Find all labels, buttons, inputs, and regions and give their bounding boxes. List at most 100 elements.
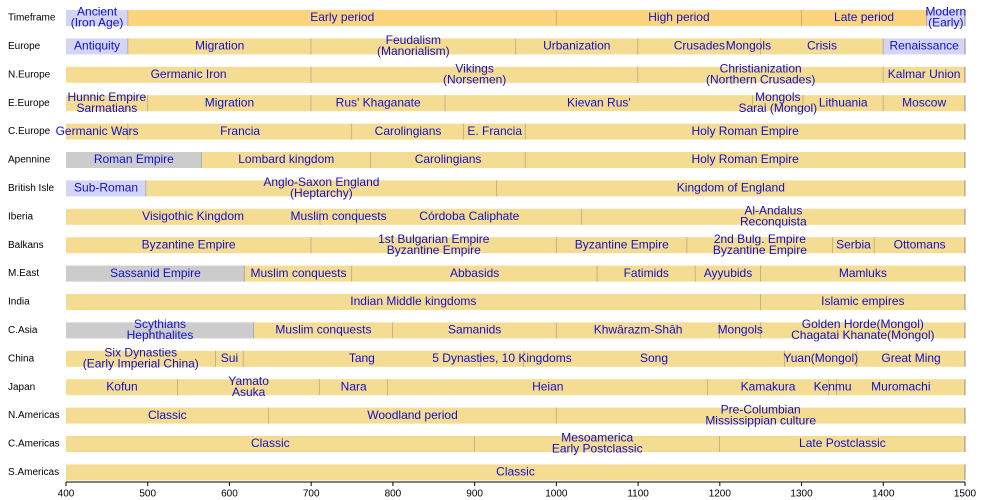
segment [128, 38, 312, 55]
segment-label: Tang [349, 351, 375, 365]
segment-label: Migration [205, 95, 254, 109]
segment [66, 95, 148, 112]
segment [66, 66, 312, 83]
segment-label: (Iron Age) [71, 16, 124, 30]
segment [926, 10, 965, 26]
segment [445, 95, 753, 112]
segment [253, 322, 393, 339]
row-label: C.Asia [8, 325, 38, 336]
segment-label: Migration [195, 39, 244, 53]
segment-label: Kievan Rus' [567, 95, 631, 109]
segment [523, 350, 785, 367]
segment-label: Feudalism [386, 33, 441, 47]
segment-label: Hunnic Empire [68, 90, 147, 104]
segment [352, 265, 598, 282]
segment [243, 350, 481, 367]
segment [66, 237, 312, 254]
segment [66, 265, 245, 282]
segment [736, 38, 761, 55]
segment-label: Christianization [720, 61, 802, 75]
segment-label: Carolingians [375, 124, 442, 138]
segment [388, 379, 708, 396]
x-tick-label: 1400 [872, 489, 895, 500]
segment [883, 66, 965, 83]
segment [66, 180, 147, 197]
segment-label: Vikings [455, 61, 493, 75]
x-tick-label: 1200 [709, 489, 732, 500]
row-label: Europe [8, 41, 41, 52]
row-label: Japan [8, 382, 35, 393]
segment-label: Late Postclassic [799, 436, 886, 450]
segment [66, 294, 761, 310]
segment-label: Modern [925, 5, 966, 19]
segment [581, 208, 965, 225]
segment [464, 123, 526, 140]
row-label: M.East [8, 268, 39, 279]
segment-label: Hephthalites [127, 328, 194, 342]
segment [828, 379, 837, 396]
segment [177, 379, 320, 396]
segment-label: Fatimids [624, 266, 669, 280]
segment [638, 66, 884, 83]
segment-label: 5 Dynasties, 10 Kingdoms [432, 351, 571, 365]
segment-label: Golden Horde(Mongol) [802, 317, 924, 331]
segment-label: Yamato [228, 374, 269, 388]
segment-label: Samanids [448, 323, 501, 337]
segment-label: 1st Bulgarian Empire [378, 232, 490, 246]
x-tick-label: 1300 [790, 489, 813, 500]
segment-label: Byzantine Empire [575, 237, 669, 251]
segment-label: 2nd Bulg. Empire [714, 232, 806, 246]
row-label: S.Americas [8, 467, 59, 478]
segment-label: (Early Imperial China) [83, 356, 199, 370]
segment [707, 379, 829, 396]
segment [66, 123, 129, 140]
segment-label: Byzantine Empire [142, 237, 236, 251]
segment-label: Francia [220, 124, 260, 138]
segment [695, 265, 761, 282]
segment [496, 180, 965, 197]
segment-label: (Manorialism) [377, 44, 450, 58]
segment-label: Muslim conquests [291, 209, 387, 223]
row-label: British Isle [8, 183, 55, 194]
segment [352, 123, 465, 140]
segment [128, 123, 353, 140]
segment [215, 350, 244, 367]
segment-label: Sub-Roman [74, 181, 138, 195]
segment [474, 436, 720, 452]
segment-label: Rus' Khaganate [336, 95, 421, 109]
segment-label: Scythians [134, 317, 186, 331]
segment [311, 66, 639, 83]
segment-label: Córdoba Caliphate [419, 209, 519, 223]
x-tick-label: 700 [303, 489, 320, 500]
segment-label: Mongols [718, 323, 763, 337]
segment-label: Song [640, 351, 668, 365]
segment [556, 10, 802, 26]
segment-label: Anglo-Saxon England [263, 175, 379, 189]
segment-label: Sui [221, 351, 238, 365]
segment [760, 322, 965, 339]
segment-label: Lombard kingdom [238, 152, 334, 166]
segment-label: Germanic Wars [56, 124, 139, 138]
segment [752, 95, 804, 112]
row-label: N.Europe [8, 69, 51, 80]
segment [147, 95, 312, 112]
segment-label: Sassanid Empire [110, 266, 201, 280]
x-tick-label: 400 [58, 489, 75, 500]
segment-label: Roman Empire [94, 152, 174, 166]
segment-label: Classic [496, 465, 535, 479]
segment [392, 322, 557, 339]
segment-label: Sarai (Mongol) [738, 101, 817, 115]
segment-label: Classic [148, 408, 187, 422]
segment [128, 10, 557, 26]
segment-label: Moscow [902, 95, 946, 109]
segment-label: Chagatai Khanate(Mongol) [791, 328, 934, 342]
segment [687, 237, 833, 254]
segment-label: Lithuania [819, 95, 868, 109]
segment [146, 180, 497, 197]
segment [356, 208, 582, 225]
x-tick-label: 500 [139, 489, 156, 500]
segment-label: Great Ming [881, 351, 940, 365]
segment-label: Pre-Columbian [721, 402, 801, 416]
segment-label: Kalmar Union [888, 67, 961, 81]
